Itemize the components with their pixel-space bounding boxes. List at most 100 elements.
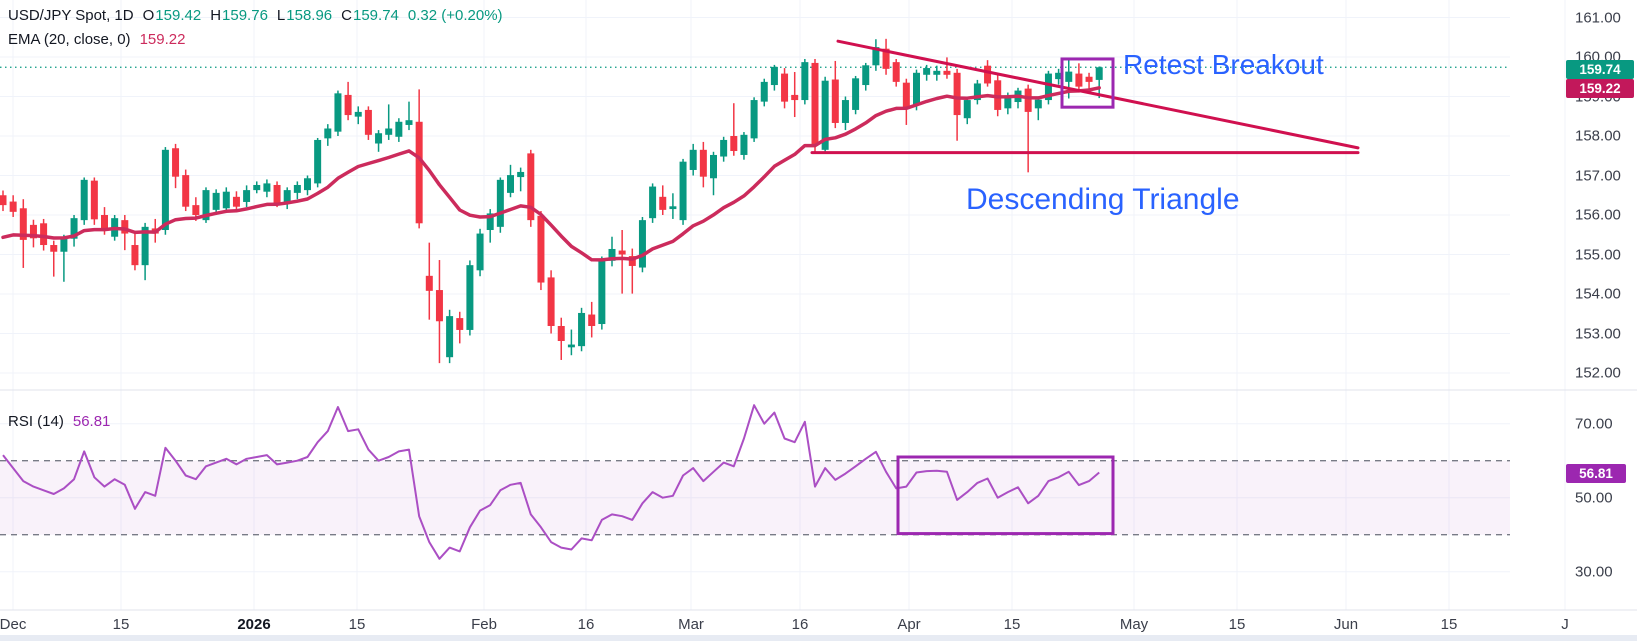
candle-body xyxy=(507,175,514,193)
candle-body xyxy=(70,218,78,239)
retest-breakout-annotation[interactable]: Retest Breakout xyxy=(1123,49,1324,80)
time-axis-tick: 16 xyxy=(791,616,809,633)
candle-body xyxy=(1034,99,1042,109)
candle-body xyxy=(131,245,139,266)
time-axis-tick: J xyxy=(1561,616,1569,633)
candle-body xyxy=(90,180,98,220)
candle-body xyxy=(608,248,616,261)
candle-body xyxy=(933,70,941,75)
candle-body xyxy=(557,325,565,342)
price-axis-tick: 158.00 xyxy=(1575,127,1621,145)
candle-body xyxy=(314,139,322,184)
candle-body xyxy=(435,290,443,322)
candle-body xyxy=(29,224,37,239)
candle-body xyxy=(212,192,220,210)
candle-body xyxy=(699,149,707,177)
breakout-box[interactable] xyxy=(1060,57,1115,109)
candle-body xyxy=(913,72,920,106)
candle-body xyxy=(628,256,636,266)
ema-legend-label: EMA (20, close, 0) xyxy=(8,31,131,48)
candle-body xyxy=(385,128,393,135)
candle-body xyxy=(902,82,910,108)
candle-body xyxy=(334,93,342,132)
candle-body xyxy=(222,191,230,209)
candle-body xyxy=(841,100,849,123)
time-axis-tick: Jun xyxy=(1333,616,1359,633)
candle-body xyxy=(638,220,646,268)
time-axis-tick: 15 xyxy=(1228,616,1246,633)
candle-body xyxy=(588,314,596,326)
candle-body xyxy=(476,233,484,271)
ohlc-close: C 159.74 xyxy=(341,7,399,24)
candle-body xyxy=(1095,67,1103,80)
candle-body xyxy=(770,66,778,86)
time-axis-tick: 15 xyxy=(112,616,130,633)
price-axis-tick: 152.00 xyxy=(1575,364,1621,382)
bottom-strip xyxy=(0,635,1637,641)
candle-body xyxy=(872,47,880,66)
candle-body xyxy=(121,220,129,234)
price-axis-tick: 154.00 xyxy=(1575,285,1621,303)
rsi-value-chip: 56.81 xyxy=(1566,464,1626,483)
resistance-trendline[interactable] xyxy=(836,39,1360,150)
candle-body xyxy=(364,109,372,135)
candle-body xyxy=(750,100,758,139)
time-axis-tick: 15 xyxy=(1003,616,1021,633)
candle-body xyxy=(811,62,819,146)
ema-legend[interactable]: EMA (20, close, 0) 159.22 xyxy=(8,31,185,48)
time-axis-tick: 16 xyxy=(577,616,595,633)
candle-body xyxy=(1065,71,1073,82)
rsi-legend-label: RSI (14) xyxy=(8,413,64,430)
candle-body xyxy=(1085,76,1093,82)
candle-body xyxy=(425,275,433,291)
candle-body xyxy=(40,223,48,246)
candle-body xyxy=(1055,72,1063,80)
price-axis-tick: 153.00 xyxy=(1575,325,1621,342)
rsi-consolidation-box[interactable] xyxy=(896,455,1115,536)
candle-body xyxy=(923,68,931,75)
candle-body xyxy=(730,136,738,152)
candle-body xyxy=(80,179,88,221)
ohlc-open: O 159.42 xyxy=(142,7,202,24)
candle-body xyxy=(801,62,809,101)
candle-body xyxy=(273,184,281,204)
rsi-legend-value: 56.81 xyxy=(72,413,111,430)
candle-body xyxy=(375,133,383,144)
time-axis-tick: Dec xyxy=(0,616,27,633)
symbol-title: USD/JPY Spot, 1D xyxy=(8,7,134,24)
candles-layer xyxy=(0,38,1103,364)
candle-body xyxy=(689,149,697,170)
candle-body xyxy=(527,153,535,221)
candle-body xyxy=(973,83,981,101)
candle-body xyxy=(182,175,190,207)
candle-body xyxy=(141,226,149,266)
candle-body xyxy=(60,236,68,252)
rsi-axis-tick: 70.00 xyxy=(1575,415,1613,433)
candle-body xyxy=(466,265,474,330)
candle-body xyxy=(994,80,1002,110)
ohlc-low: L 158.96 xyxy=(276,7,333,24)
time-axis-tick: Mar xyxy=(678,616,704,633)
rsi-band xyxy=(0,460,1510,535)
candle-body xyxy=(192,205,200,215)
candle-body xyxy=(304,178,311,191)
descending-triangle-annotation[interactable]: Descending Triangle xyxy=(966,183,1240,216)
last-price-chip: 159.74 xyxy=(1566,60,1634,79)
candle-body xyxy=(740,134,748,155)
time-axis-tick: Apr xyxy=(897,616,921,633)
candle-body xyxy=(659,196,667,210)
candle-body xyxy=(943,70,951,75)
symbol-legend[interactable]: USD/JPY Spot, 1D O 159.42 H 159.76 L 158.96… xyxy=(8,7,503,24)
candle-body xyxy=(19,208,27,240)
candle-body xyxy=(537,215,545,283)
candle-body xyxy=(862,65,870,86)
candle-body xyxy=(9,201,17,212)
rsi-legend[interactable]: RSI (14) 56.81 xyxy=(8,413,110,430)
candle-body xyxy=(963,100,971,119)
price-axis-tick: 161.00 xyxy=(1575,9,1621,26)
candle-body xyxy=(679,161,687,221)
candle-body xyxy=(344,94,352,116)
candle-body xyxy=(496,179,504,227)
